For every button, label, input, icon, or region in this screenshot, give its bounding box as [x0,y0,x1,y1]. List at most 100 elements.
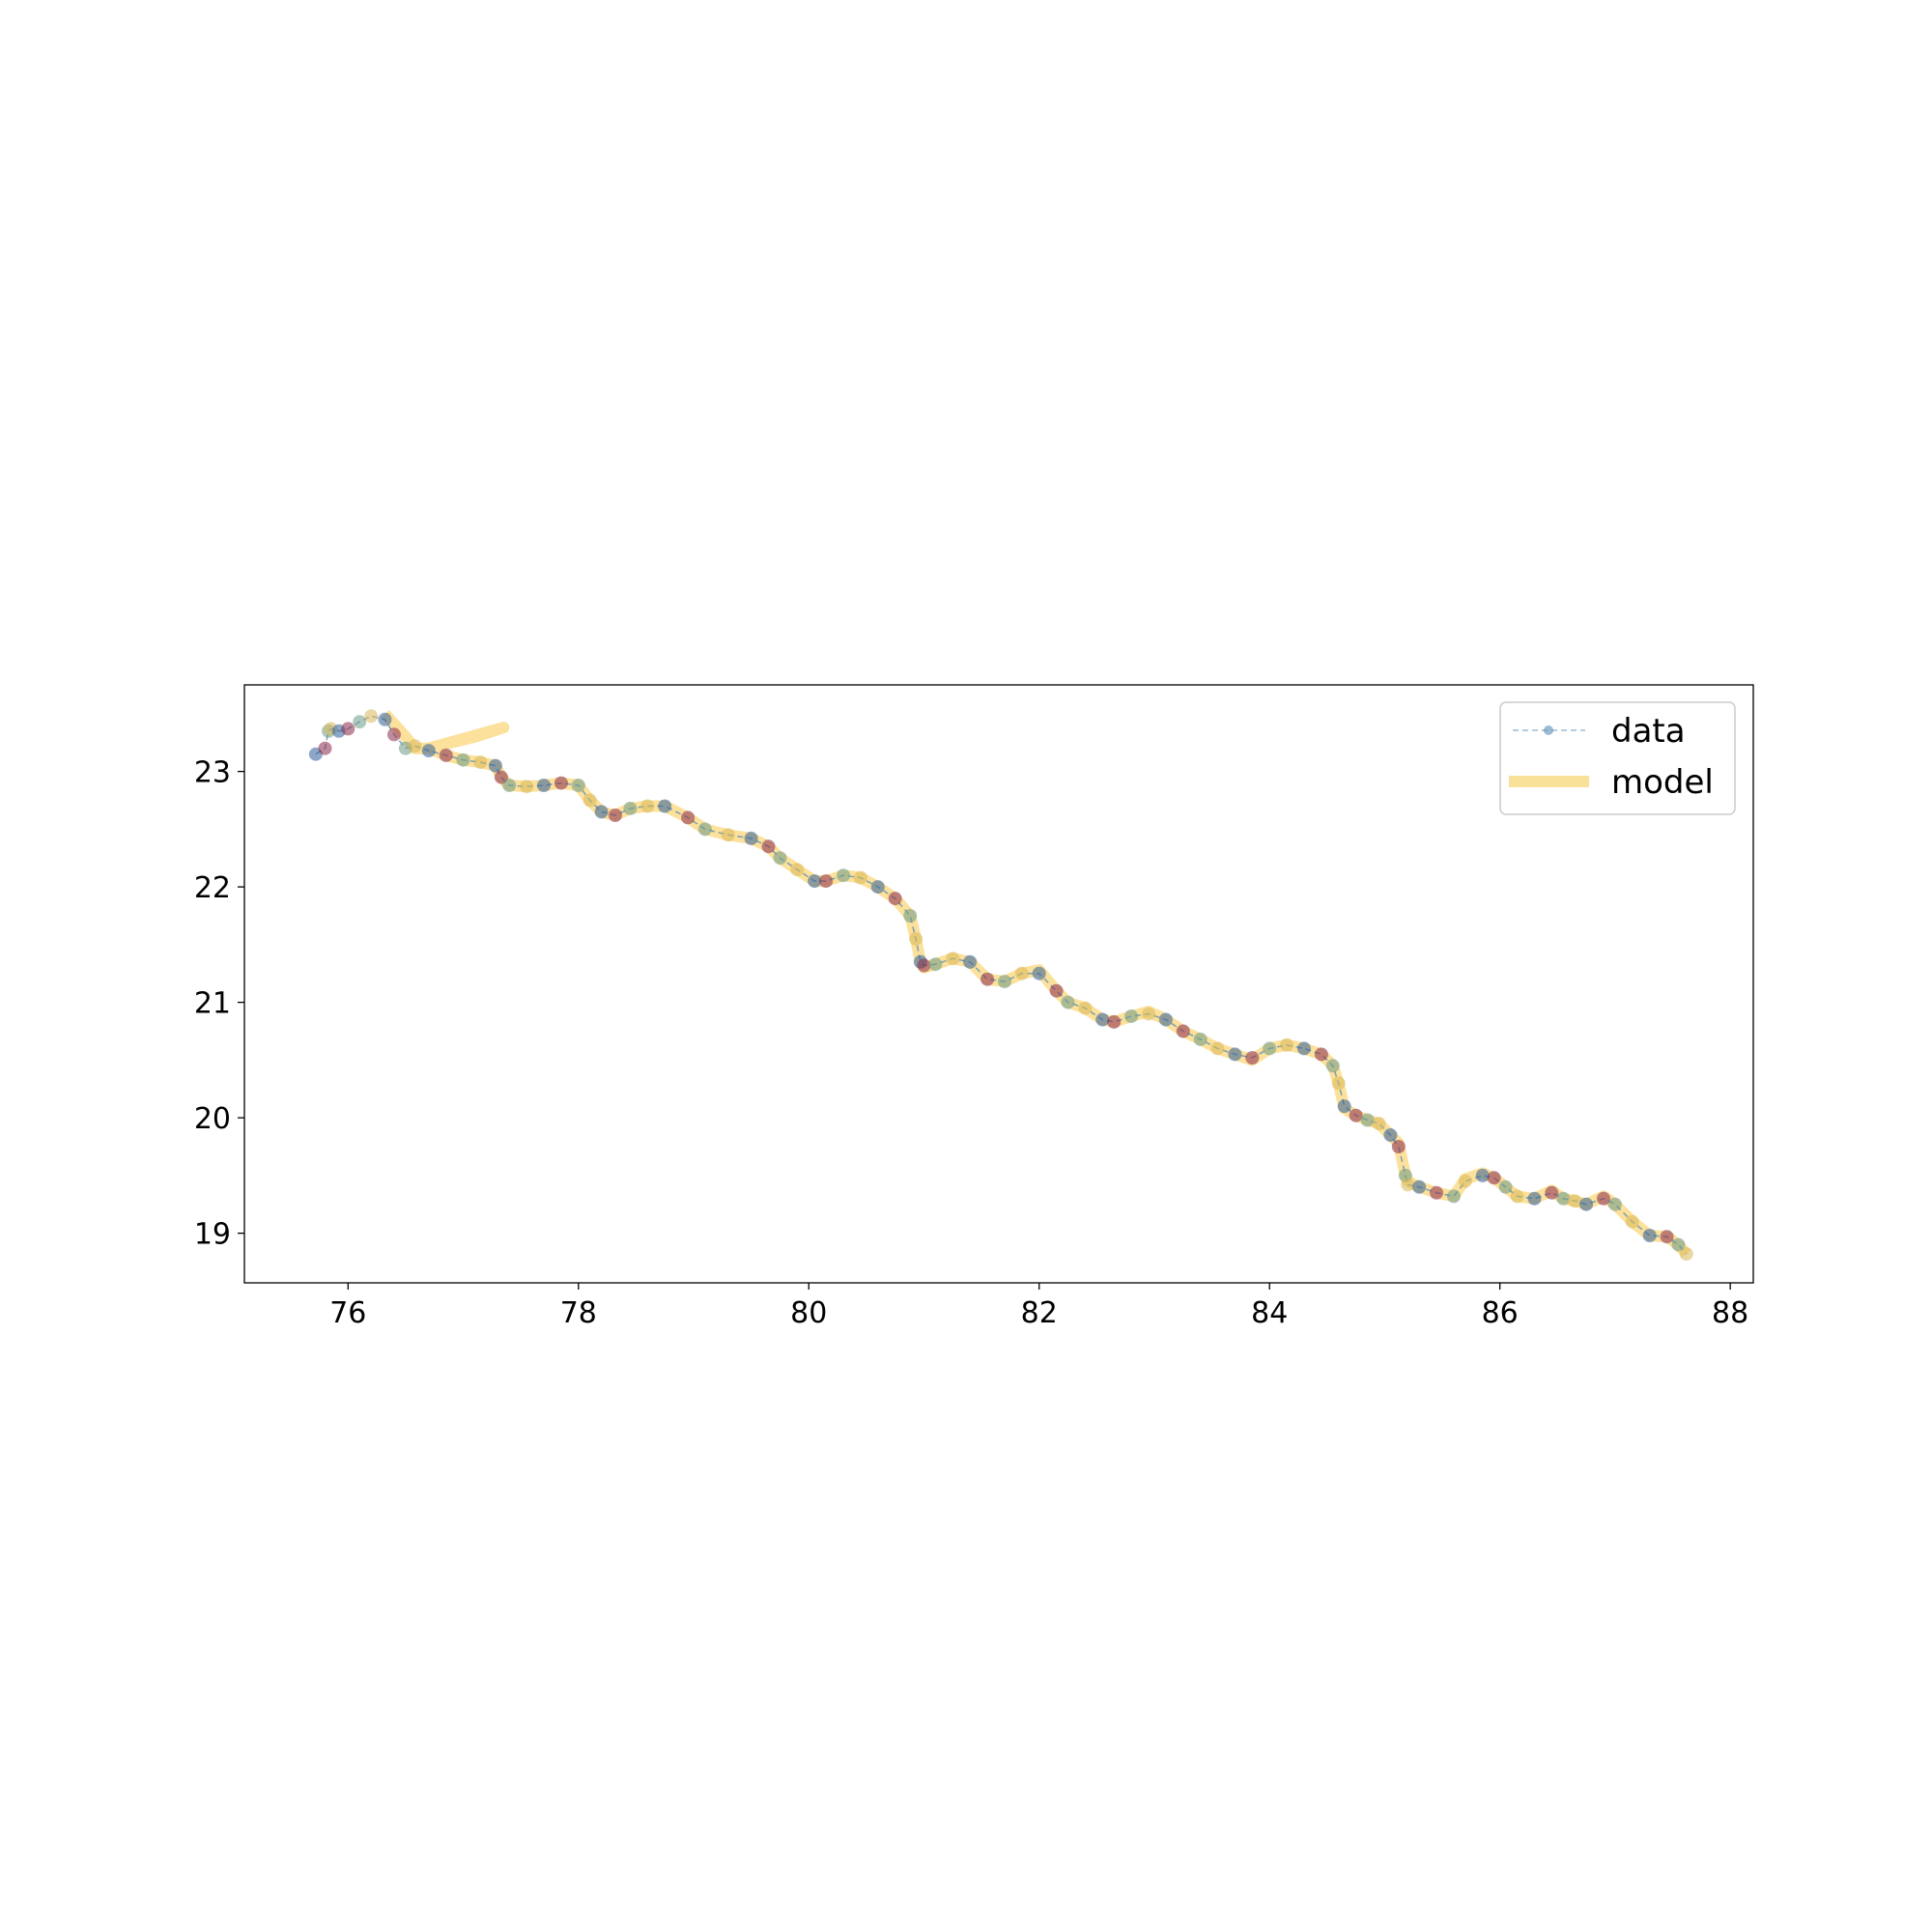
data-point [917,958,931,973]
data-point [1297,1041,1311,1056]
x-axis: 76 78 80 82 84 86 88 [329,1283,1748,1330]
data-point [808,874,822,889]
data-point [1107,1014,1122,1029]
data-point [870,880,885,895]
x-tick-label: 88 [1712,1296,1748,1330]
y-tick-label: 19 [194,1218,231,1252]
data-point [1447,1189,1461,1204]
data-point [1360,1113,1375,1127]
data-point [1412,1179,1427,1194]
data-point [623,801,638,815]
data-point [1498,1179,1513,1194]
data-point [998,975,1011,989]
data-point [928,957,943,972]
data-point [502,779,517,792]
data-point [1263,1041,1277,1056]
data-point [888,892,902,906]
data-point [1568,1194,1582,1208]
plot-frame [243,684,1754,1284]
data-point [1280,1037,1294,1052]
x-tick-label: 86 [1482,1296,1519,1330]
legend-label-data: data [1611,712,1686,751]
data-point [594,805,609,819]
data-point [963,954,978,969]
data-point [1597,1191,1610,1206]
data-point [1095,1012,1110,1027]
data-point [1545,1185,1559,1200]
data-point [608,809,622,822]
data-point [387,727,401,742]
data-point [353,715,367,729]
data-point [1032,966,1046,980]
data-point [571,779,585,792]
data-point [1671,1237,1686,1252]
data-point [1061,995,1075,1009]
data-point [819,874,834,889]
data-point [1158,1012,1173,1027]
data-point [946,952,960,966]
data-point [421,744,436,758]
data-point [1487,1171,1501,1185]
data-point [1124,1009,1139,1023]
data-point [408,739,422,753]
data-point [554,776,568,790]
data-point [1607,1197,1622,1211]
data-point [761,839,776,854]
data-point [1049,983,1064,998]
data-point [1245,1051,1260,1065]
data-point [903,909,918,923]
data-point [1383,1128,1398,1142]
data-point [853,870,867,885]
data-point [1314,1047,1328,1062]
data-point [1510,1189,1524,1204]
legend-label-model: model [1611,763,1714,802]
x-tick-label: 78 [560,1296,597,1330]
data-point [364,709,379,724]
data-point [1193,1032,1208,1046]
data-point [790,863,805,877]
data-point [1331,1076,1346,1091]
data-point [744,831,758,845]
data-point [1372,1117,1386,1131]
y-tick-label: 20 [194,1102,231,1136]
data-point [537,779,551,792]
data-point [473,755,488,770]
x-tick-label: 82 [1021,1296,1058,1330]
data-point [1337,1099,1351,1114]
data-point [1475,1168,1490,1182]
data-point [837,868,850,883]
data-point [1660,1230,1674,1244]
data-point [1349,1108,1363,1122]
data-point [1228,1047,1242,1062]
data-point [488,758,502,773]
data-point [1014,966,1029,980]
data-point [1642,1229,1657,1242]
data-point [439,748,453,762]
data-point [456,753,470,767]
data-point [341,722,355,736]
data-point [318,741,332,755]
data-point [697,822,712,837]
data-point [1527,1191,1542,1206]
data-point [1625,1214,1639,1229]
data-point [658,799,672,813]
legend: data model [1499,701,1736,815]
data-point [980,972,995,986]
y-tick-label: 22 [194,871,231,905]
data-point [1210,1041,1225,1056]
data-series [308,709,1693,1262]
x-tick-label: 76 [329,1296,366,1330]
legend-data-marker [1544,725,1553,735]
data-point [1458,1174,1472,1188]
data-point [582,793,597,808]
y-axis: 19 20 21 22 23 [194,756,244,1252]
data-point [1679,1247,1693,1262]
y-tick-label: 23 [194,756,231,790]
x-tick-label: 80 [790,1296,827,1330]
data-point [378,712,392,726]
data-point [1556,1191,1571,1206]
data-point [520,780,534,794]
data-point [721,828,735,842]
data-point [1430,1185,1444,1200]
